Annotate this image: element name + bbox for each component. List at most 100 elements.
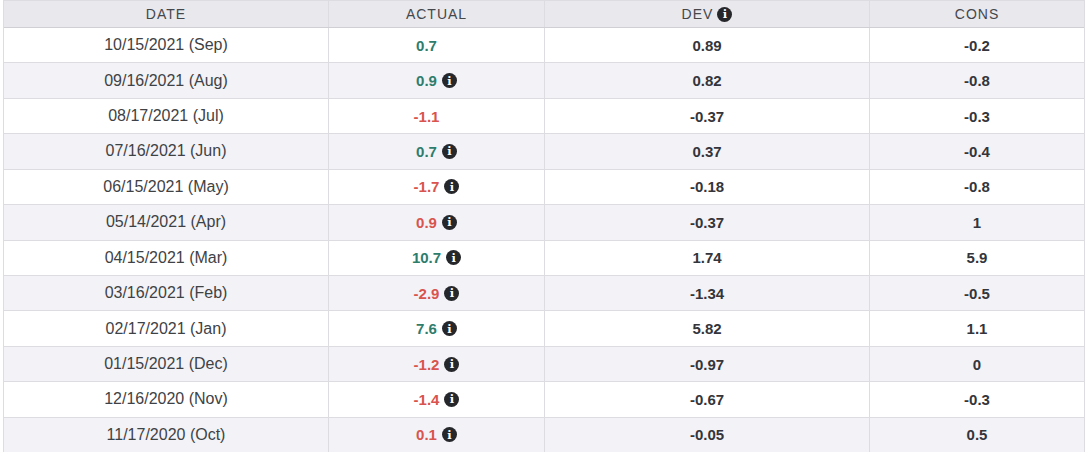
actual-value-group: -1.7 i (414, 178, 460, 195)
actual-cell: 0.7 i (329, 134, 545, 168)
dev-cell: -0.97 (545, 347, 870, 381)
actual-value: 0.7 (416, 37, 437, 54)
actual-value: 0.9 (416, 72, 437, 89)
info-icon[interactable]: i (442, 321, 457, 336)
actual-value: 0.9 (416, 214, 437, 231)
table-row: 12/16/2020 (Nov) -1.4 i -0.67-0.3 (4, 382, 1084, 417)
column-header-dev-label: DEV (682, 6, 714, 22)
info-icon[interactable]: i (442, 73, 457, 88)
table-row: 01/15/2021 (Dec)-1.2i-0.970 (4, 347, 1084, 382)
info-icon[interactable]: i (442, 427, 457, 442)
dev-cell: -0.18 (545, 170, 870, 204)
dev-cell: 5.82 (545, 311, 870, 345)
info-icon[interactable]: i (444, 286, 459, 301)
date-cell: 10/15/2021 (Sep) (4, 28, 329, 62)
actual-value-group: -1.1i (414, 108, 460, 125)
column-header-cons: CONS (870, 1, 1084, 27)
table-header-row: DATE ACTUAL DEV i CONS (4, 0, 1084, 28)
actual-value: 0.7 (416, 143, 437, 160)
cons-cell: -0.8 (870, 63, 1084, 97)
actual-cell: 0.9 i (329, 205, 545, 239)
column-header-date-label: DATE (146, 6, 186, 22)
actual-cell: 7.6 i (329, 311, 545, 345)
cons-cell: 0.5 (870, 418, 1084, 452)
actual-value-group: 10.7 i (412, 249, 461, 266)
actual-value: -2.9 (414, 285, 440, 302)
table-row: 09/16/2021 (Aug) 0.9 i 0.82-0.8 (4, 63, 1084, 98)
actual-value: 10.7 (412, 249, 441, 266)
actual-value: -1.2 (414, 356, 440, 373)
date-cell: 07/16/2021 (Jun) (4, 134, 329, 168)
actual-value-group: 0.9 i (416, 214, 457, 231)
actual-value-group: -2.9 i (414, 285, 460, 302)
date-cell: 02/17/2021 (Jan) (4, 311, 329, 345)
info-icon[interactable]: i (444, 392, 459, 407)
date-cell: 12/16/2020 (Nov) (4, 382, 329, 416)
info-icon[interactable]: i (446, 250, 461, 265)
actual-value: -1.1 (414, 108, 440, 125)
actual-value: 0.1 (416, 426, 437, 443)
date-cell: 08/17/2021 (Jul) (4, 99, 329, 133)
actual-cell: -1.1i (329, 99, 545, 133)
actual-value-group: 0.7 i (416, 143, 457, 160)
cons-cell: 5.9 (870, 241, 1084, 275)
column-header-actual: ACTUAL (329, 1, 545, 27)
table-row: 04/15/2021 (Mar) 10.7 i 1.745.9 (4, 241, 1084, 276)
table-row: 11/17/2020 (Oct)0.1i-0.050.5 (4, 418, 1084, 452)
info-icon[interactable]: i (717, 7, 732, 22)
actual-cell: 10.7 i (329, 241, 545, 275)
cons-cell: 1 (870, 205, 1084, 239)
date-cell: 01/15/2021 (Dec) (4, 347, 329, 381)
dev-cell: -0.05 (545, 418, 870, 452)
actual-cell: 0.9 i (329, 63, 545, 97)
cons-cell: -0.5 (870, 276, 1084, 310)
dev-cell: -1.34 (545, 276, 870, 310)
actual-cell: 0.7i (329, 28, 545, 62)
table-row: 03/16/2021 (Feb) -2.9 i -1.34-0.5 (4, 276, 1084, 311)
dev-cell: 1.74 (545, 241, 870, 275)
date-cell: 09/16/2021 (Aug) (4, 63, 329, 97)
actual-value-group: 0.1 i (416, 426, 457, 443)
actual-value: 7.6 (416, 320, 437, 337)
actual-value: -1.4 (414, 391, 440, 408)
actual-cell: -1.4 i (329, 382, 545, 416)
cons-cell: -0.4 (870, 134, 1084, 168)
cons-cell: -0.8 (870, 170, 1084, 204)
table-row: 10/15/2021 (Sep) 0.7i 0.89-0.2 (4, 28, 1084, 63)
column-header-actual-label: ACTUAL (406, 6, 467, 22)
info-icon[interactable]: i (444, 357, 459, 372)
actual-value-group: -1.2 i (414, 356, 460, 373)
info-icon[interactable]: i (442, 144, 457, 159)
cons-cell: 1.1 (870, 311, 1084, 345)
history-table: DATE ACTUAL DEV i CONS 10/15/2021 (Sep)0… (3, 0, 1085, 452)
dev-cell: 0.89 (545, 28, 870, 62)
actual-value-group: 0.9 i (416, 72, 457, 89)
info-icon[interactable]: i (444, 179, 459, 194)
table-row: 06/15/2021 (May) -1.7 i -0.18-0.8 (4, 170, 1084, 205)
cons-cell: -0.3 (870, 99, 1084, 133)
actual-value-group: 0.7i (416, 37, 457, 54)
actual-cell: -1.7 i (329, 170, 545, 204)
date-cell: 06/15/2021 (May) (4, 170, 329, 204)
date-cell: 03/16/2021 (Feb) (4, 276, 329, 310)
info-icon[interactable]: i (442, 215, 457, 230)
date-cell: 05/14/2021 (Apr) (4, 205, 329, 239)
column-header-date: DATE (4, 1, 329, 27)
dev-cell: 0.37 (545, 134, 870, 168)
column-header-dev: DEV i (545, 1, 870, 27)
actual-value: -1.7 (414, 178, 440, 195)
date-cell: 04/15/2021 (Mar) (4, 241, 329, 275)
actual-value-group: 7.6 i (416, 320, 457, 337)
table-row: 02/17/2021 (Jan) 7.6 i 5.821.1 (4, 311, 1084, 346)
dev-cell: 0.82 (545, 63, 870, 97)
table-row: 08/17/2021 (Jul) -1.1i -0.37-0.3 (4, 99, 1084, 134)
cons-cell: -0.3 (870, 382, 1084, 416)
dev-cell: -0.37 (545, 99, 870, 133)
cons-cell: -0.2 (870, 28, 1084, 62)
column-header-cons-label: CONS (955, 6, 999, 22)
actual-value-group: -1.4 i (414, 391, 460, 408)
table-row: 05/14/2021 (Apr)0.9i-0.371 (4, 205, 1084, 240)
actual-cell: 0.1 i (329, 418, 545, 452)
actual-cell: -2.9 i (329, 276, 545, 310)
dev-cell: -0.67 (545, 382, 870, 416)
